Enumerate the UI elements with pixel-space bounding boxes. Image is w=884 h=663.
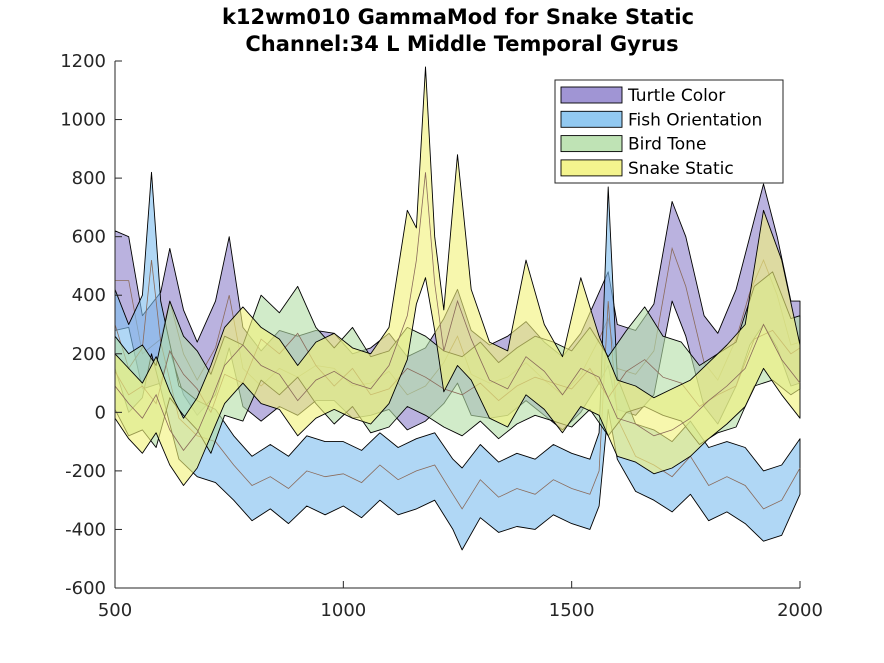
legend-label-turtle-color: Turtle Color	[627, 86, 725, 106]
legend-swatch-bird-tone	[560, 135, 623, 153]
snake-static-band	[114, 66, 801, 486]
x-tick-label: 1000	[320, 600, 366, 621]
y-tick-label: 1200	[60, 51, 106, 72]
y-tick-label: 0	[95, 402, 106, 423]
x-tick-label: 1500	[549, 600, 595, 621]
legend-swatch-fish-orientation	[560, 110, 623, 128]
series-layer	[114, 66, 801, 551]
y-tick-label: -200	[65, 461, 106, 482]
y-tick-label: 800	[72, 168, 106, 189]
legend-swatch-turtle-color	[560, 86, 623, 104]
y-tick-label: 600	[72, 227, 106, 248]
axes-layer: 500 1000 1500 2000 -600 -400 -200 0 200 400 600 800…	[60, 51, 823, 621]
chart-title: k12wm010 GammaMod for Snake Static	[222, 5, 694, 29]
chart-subtitle: Channel:34 L Middle Temporal Gyrus	[245, 32, 678, 56]
legend-label-snake-static: Snake Static	[628, 159, 734, 179]
legend-swatch-snake-static	[560, 159, 623, 177]
y-tick-label: 1000	[60, 110, 106, 131]
y-tick-label: -600	[65, 578, 106, 599]
x-tick-label: 500	[98, 600, 132, 621]
y-tick-label: 400	[72, 285, 106, 306]
x-tick-label: 2000	[777, 600, 823, 621]
y-tick-label: 200	[72, 344, 106, 365]
snake-static-mean-line	[114, 172, 801, 452]
legend-label-bird-tone: Bird Tone	[628, 135, 706, 155]
legend-label-fish-orientation: Fish Orientation	[628, 110, 762, 130]
legend: Turtle Color Fish Orientation Bird Tone Sna…	[554, 79, 784, 184]
y-tick-label: -400	[65, 519, 106, 540]
